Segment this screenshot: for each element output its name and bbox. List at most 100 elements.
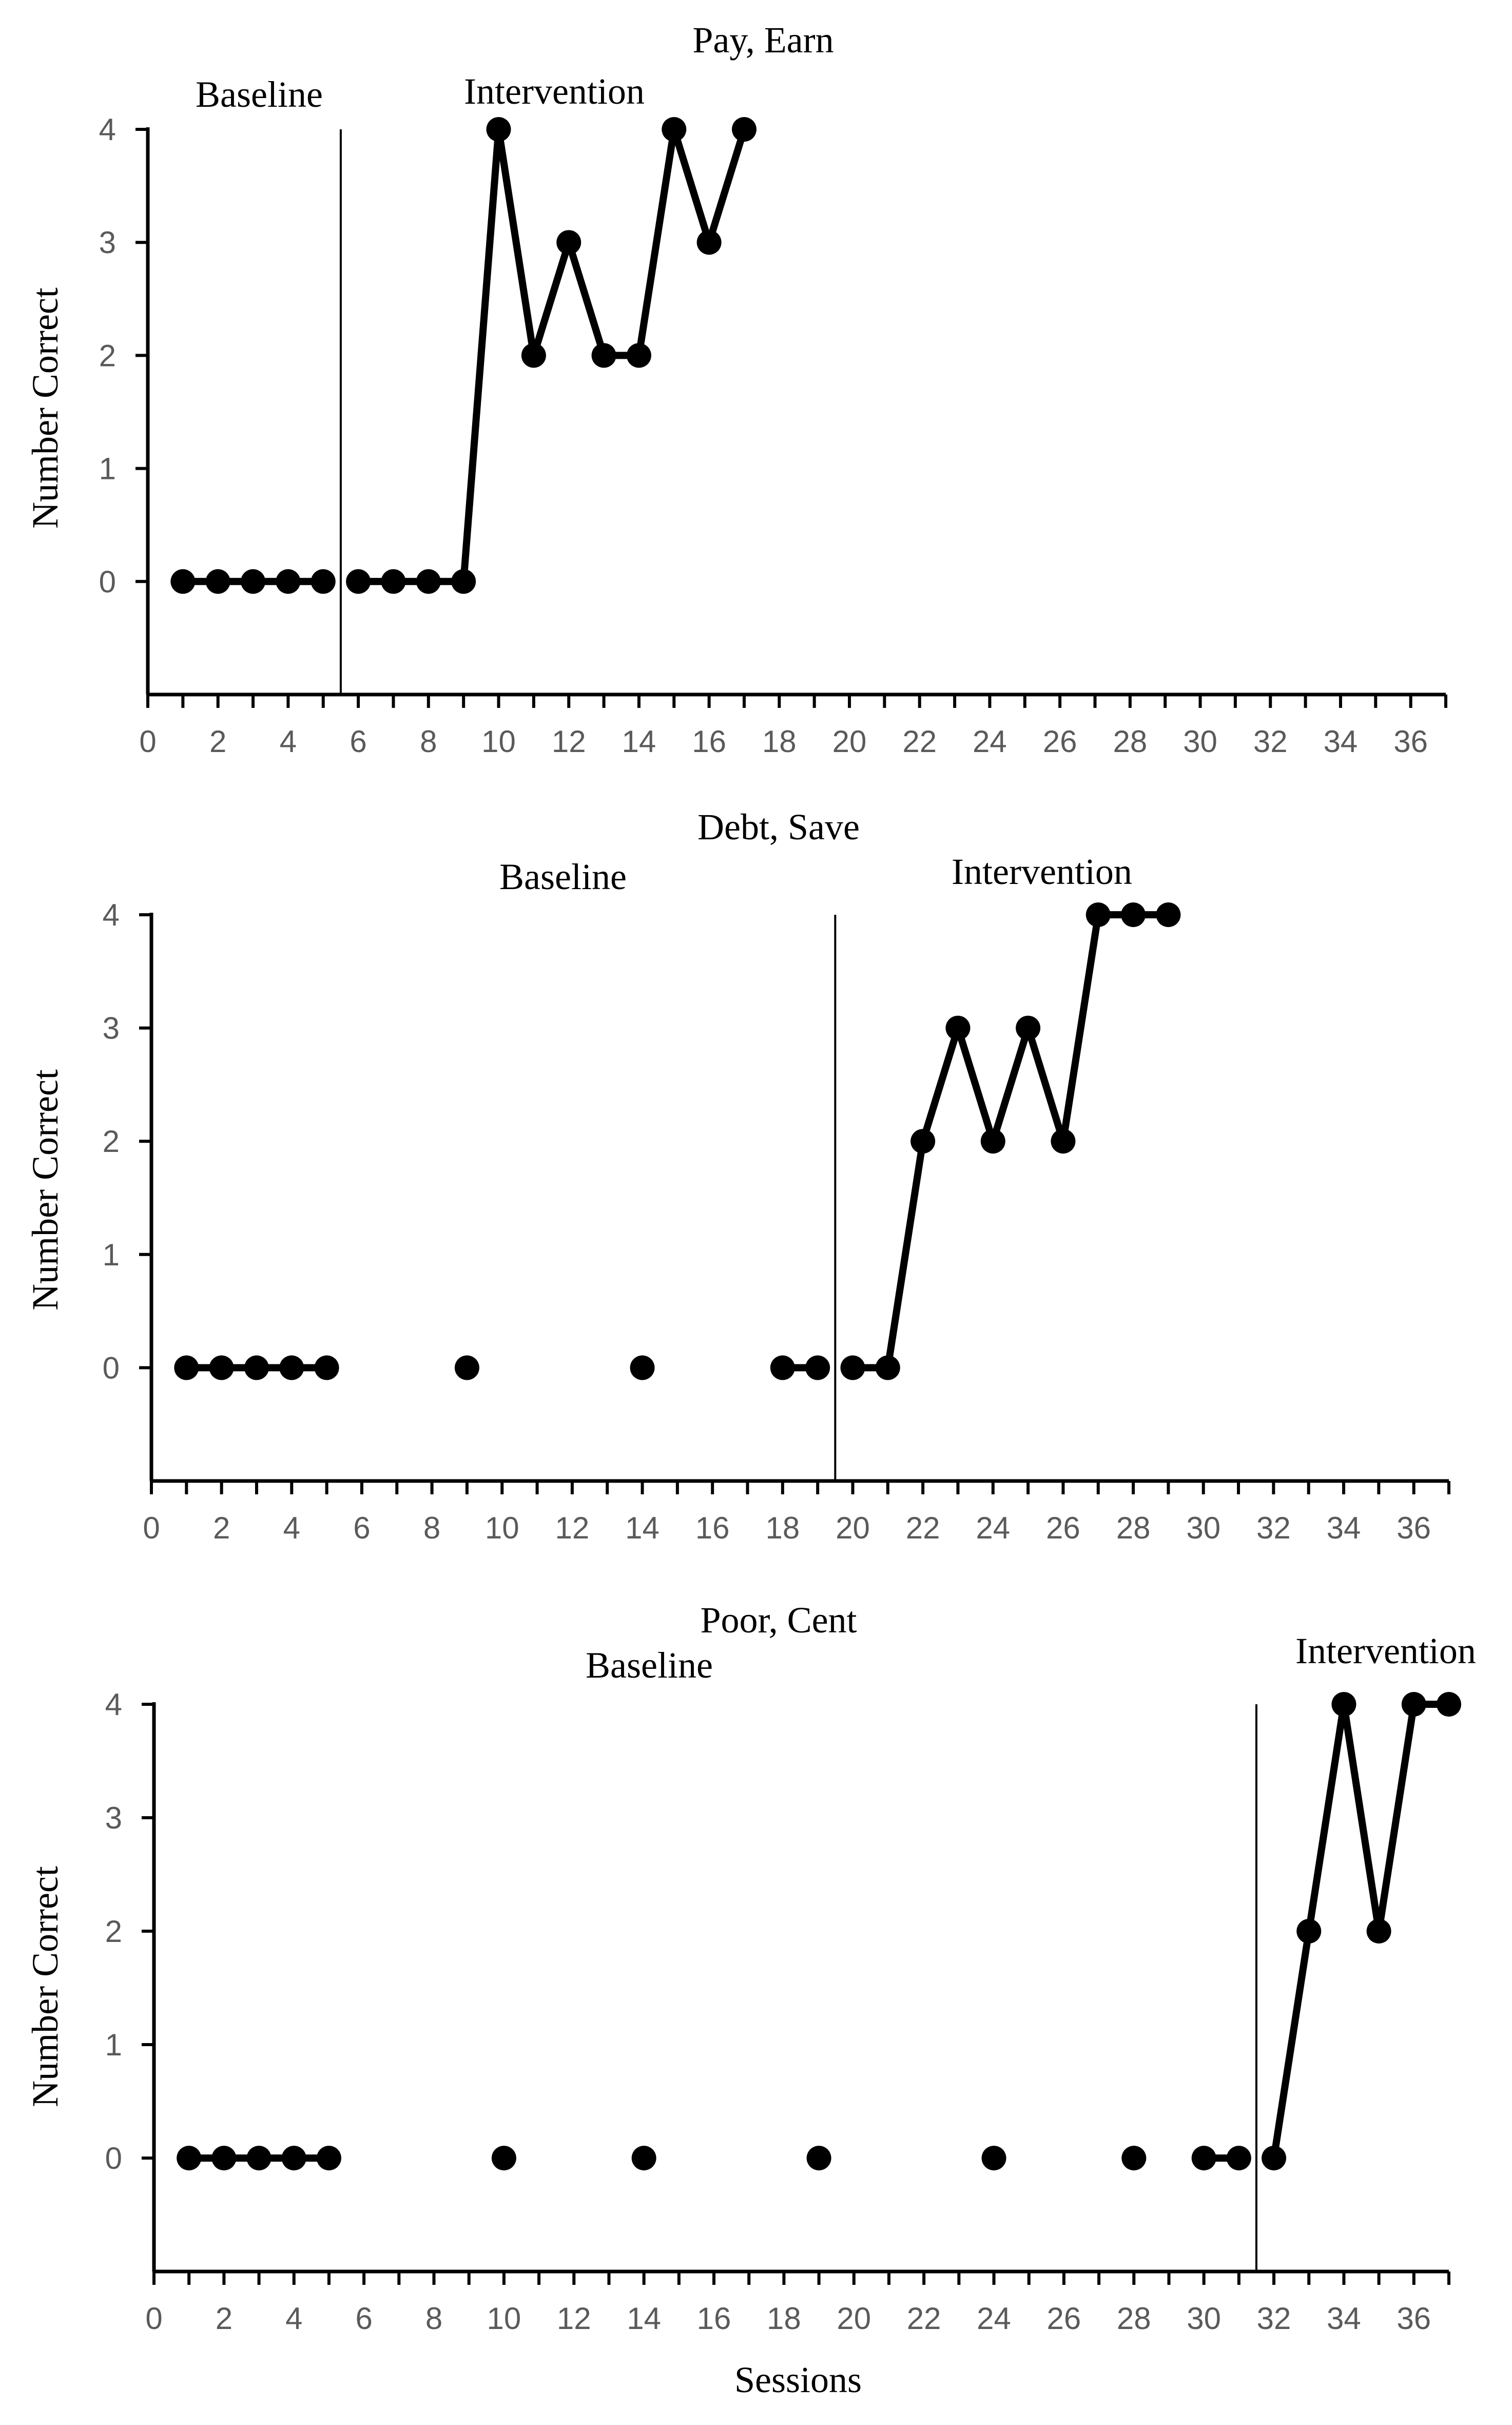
x-tick-label: 8 [420, 724, 437, 759]
x-tick-label: 22 [902, 724, 937, 759]
y-tick-label: 1 [99, 452, 116, 486]
x-tick-label: 20 [832, 724, 867, 759]
y-tick-label: 2 [99, 338, 116, 373]
x-tick-label: 32 [1257, 2301, 1291, 2336]
data-point [521, 343, 546, 368]
x-tick-label: 36 [1397, 1511, 1431, 1545]
x-tick-label: 12 [552, 724, 586, 759]
x-tick-label: 14 [622, 724, 656, 759]
y-tick-label: 2 [103, 1124, 120, 1159]
data-point [1121, 2146, 1147, 2170]
x-tick-label: 2 [213, 1511, 230, 1545]
x-tick-label: 10 [485, 1511, 519, 1545]
data-point [1366, 1919, 1391, 1943]
x-tick-label: 2 [209, 724, 226, 759]
data-point [945, 1015, 971, 1041]
y-tick-label: 0 [99, 565, 116, 599]
data-point [1331, 1692, 1356, 1717]
data-point [1437, 1692, 1461, 1717]
data-point [241, 569, 266, 594]
y-tick-label: 4 [105, 1687, 122, 1722]
x-tick-label: 22 [906, 1511, 940, 1545]
x-tick-label: 18 [765, 1511, 800, 1545]
x-tick-label: 16 [692, 724, 726, 759]
x-tick-label: 6 [355, 2301, 372, 2336]
y-tick-label: 4 [103, 898, 120, 932]
x-tick-label: 28 [1113, 724, 1147, 759]
data-point [209, 1355, 234, 1380]
x-tick-label: 0 [145, 2301, 162, 2336]
y-tick-label: 0 [103, 1351, 120, 1385]
x-tick-label: 14 [627, 2301, 661, 2336]
phase-label-intervention: Intervention [464, 71, 645, 112]
x-tick-label: 8 [423, 1511, 440, 1545]
panel-title: Debt, Save [697, 806, 860, 848]
x-tick-label: 32 [1256, 1511, 1291, 1545]
data-point [1085, 902, 1111, 927]
panel-title: Poor, Cent [700, 1600, 857, 1641]
data-point [631, 2146, 656, 2170]
x-tick-label: 4 [285, 2301, 302, 2336]
x-tick-label: 22 [907, 2301, 941, 2336]
x-tick-label: 30 [1183, 724, 1217, 759]
data-point [731, 117, 757, 142]
x-tick-label: 20 [836, 1511, 870, 1545]
x-tick-label: 36 [1393, 724, 1428, 759]
data-point [246, 2146, 272, 2170]
data-point [626, 343, 651, 368]
data-point [279, 1355, 304, 1380]
data-point [591, 343, 616, 368]
x-tick-label: 10 [481, 724, 516, 759]
data-point [416, 569, 441, 594]
x-tick-label: 12 [555, 1511, 590, 1545]
y-tick-label: 3 [103, 1011, 120, 1046]
x-tick-label: 6 [350, 724, 366, 759]
data-point [311, 569, 336, 594]
data-point [170, 569, 196, 594]
data-point [1401, 1692, 1426, 1717]
data-point [281, 2146, 306, 2170]
phase-label-intervention: Intervention [952, 851, 1132, 892]
y-axis-label: Number Correct [25, 287, 66, 529]
x-tick-label: 2 [216, 2301, 232, 2336]
series-line [852, 911, 1169, 1372]
data-point [806, 2146, 831, 2170]
x-tick-label: 8 [425, 2301, 442, 2336]
x-tick-label: 12 [557, 2301, 591, 2336]
series-line [358, 128, 748, 585]
x-tick-label: 34 [1327, 2301, 1361, 2336]
data-point [205, 569, 230, 594]
x-tick-label: 26 [1047, 2301, 1081, 2336]
x-tick-label: 4 [283, 1511, 300, 1545]
data-point [1296, 1919, 1322, 1943]
data-point [346, 569, 371, 594]
x-tick-label: 34 [1324, 724, 1358, 759]
data-point [244, 1355, 269, 1380]
data-point [491, 2146, 516, 2170]
data-point [662, 117, 687, 142]
x-tick-label: 4 [280, 724, 297, 759]
data-point [454, 1355, 479, 1380]
data-point [486, 117, 511, 142]
y-tick-label: 3 [105, 1801, 122, 1835]
x-tick-label: 32 [1253, 724, 1288, 759]
x-tick-label: 28 [1117, 2301, 1151, 2336]
x-tick-label: 30 [1187, 2301, 1221, 2336]
x-tick-label: 18 [767, 2301, 801, 2336]
data-point [556, 230, 581, 255]
x-tick-label: 24 [973, 724, 1007, 759]
x-tick-label: 24 [977, 2301, 1011, 2336]
data-point [1226, 2146, 1251, 2170]
x-tick-label: 20 [837, 2301, 871, 2336]
data-point [980, 1129, 1005, 1154]
x-tick-label: 18 [762, 724, 797, 759]
x-tick-label: 10 [487, 2301, 521, 2336]
y-tick-label: 3 [99, 225, 116, 260]
data-point [1016, 1015, 1041, 1041]
y-axis-label: Number Correct [25, 1069, 66, 1311]
data-point [630, 1355, 655, 1380]
data-point [381, 569, 406, 594]
data-point [981, 2146, 1006, 2170]
